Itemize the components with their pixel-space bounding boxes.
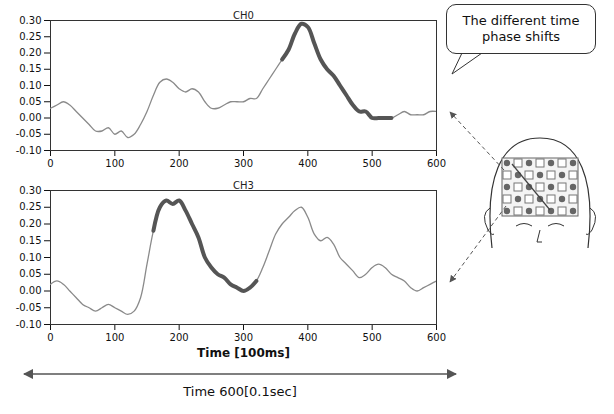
svg-text:0.05: 0.05: [19, 96, 41, 107]
svg-text:600: 600: [427, 158, 446, 169]
svg-text:0.15: 0.15: [19, 235, 41, 246]
svg-text:Time [100ms]: Time [100ms]: [197, 346, 290, 360]
svg-text:0.20: 0.20: [19, 218, 41, 229]
svg-text:0.05: 0.05: [19, 268, 41, 279]
html-text:Time 600[0.1sec]: Time 600[0.1sec]: [183, 384, 297, 399]
svg-text:-0.10: -0.10: [16, 145, 42, 156]
svg-text:100: 100: [105, 332, 124, 343]
svg-text:0.25: 0.25: [19, 31, 41, 42]
svg-text:0.15: 0.15: [19, 63, 41, 74]
svg-text:200: 200: [170, 332, 189, 343]
svg-text:500: 500: [363, 158, 382, 169]
svg-text:400: 400: [298, 332, 317, 343]
svg-text:0.20: 0.20: [19, 47, 41, 58]
svg-text:0: 0: [47, 158, 53, 169]
svg-text:300: 300: [234, 332, 253, 343]
svg-text:0: 0: [47, 332, 53, 343]
svg-text:300: 300: [234, 158, 253, 169]
svg-text:0.25: 0.25: [19, 201, 41, 212]
svg-text:0.00: 0.00: [19, 285, 41, 296]
svg-text:400: 400: [298, 158, 317, 169]
svg-text:-0.05: -0.05: [16, 302, 42, 313]
svg-text:0.10: 0.10: [19, 80, 41, 91]
svg-text:600: 600: [427, 332, 446, 343]
svg-text:CH3: CH3: [233, 180, 254, 191]
svg-text:0.00: 0.00: [19, 112, 41, 123]
html-text:The different time phase shift: The different time phase shifts: [462, 13, 580, 44]
svg-text:0.10: 0.10: [19, 252, 41, 263]
svg-text:0.30: 0.30: [19, 15, 41, 26]
svg-text:100: 100: [105, 158, 124, 169]
svg-text:-0.10: -0.10: [16, 319, 42, 330]
svg-text:-0.05: -0.05: [16, 128, 42, 139]
svg-text:0.30: 0.30: [19, 185, 41, 196]
svg-text:200: 200: [170, 158, 189, 169]
svg-text:CH0: CH0: [233, 10, 254, 21]
svg-text:500: 500: [363, 332, 382, 343]
